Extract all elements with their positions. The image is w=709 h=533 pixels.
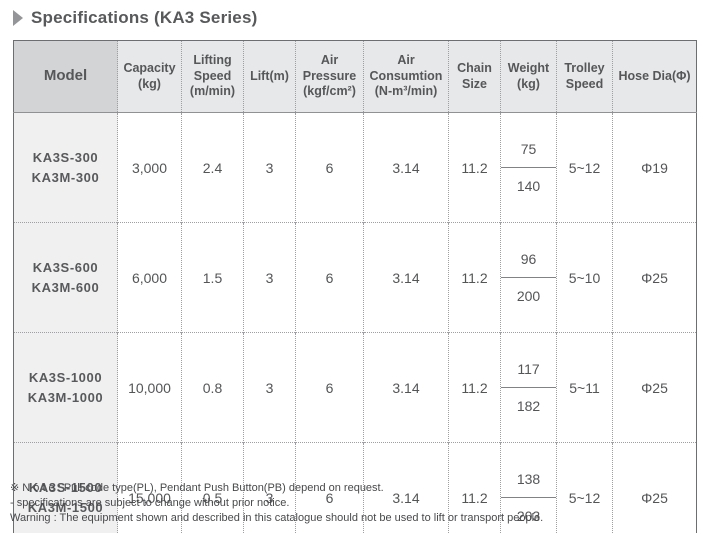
table-row: KA3S-300 KA3M-300 3,000 2.4 3 6 3.14 11.… [13, 112, 697, 223]
lift-cell: 3 [243, 112, 296, 223]
capacity-cell: 10,000 [117, 332, 182, 443]
column-header-hose-dia: Hose Dia(Φ) [612, 40, 697, 113]
chain-size-cell: 11.2 [448, 222, 501, 333]
weight-cell: 96 200 [500, 222, 557, 333]
lifting-speed-cell: 2.4 [181, 112, 244, 223]
air-pressure-cell: 6 [295, 112, 364, 223]
chain-size-cell: 11.2 [448, 442, 501, 533]
arrow-right-icon [13, 10, 23, 26]
air-pressure-cell: 6 [295, 222, 364, 333]
weight-upper-value: 138 [501, 461, 556, 498]
hose-dia-cell: Φ25 [612, 332, 697, 443]
lift-cell: 3 [243, 332, 296, 443]
model-cell: KA3S-1000 KA3M-1000 [13, 332, 118, 443]
table-row: KA3S-600 KA3M-600 6,000 1.5 3 6 3.14 11.… [13, 222, 697, 333]
lift-cell: 3 [243, 222, 296, 333]
table-header-row: Model Capacity (kg) Lifting Speed (m/min… [13, 40, 697, 113]
air-consumption-cell: 3.14 [363, 442, 449, 533]
capacity-cell: 3,000 [117, 112, 182, 223]
note-line-specs-change: - specifications are subject to change w… [10, 497, 290, 509]
column-header-air-pressure: Air Pressure (kgf/cm²) [295, 40, 364, 113]
weight-upper-value: 75 [501, 131, 556, 168]
chain-size-cell: 11.2 [448, 332, 501, 443]
trolley-speed-cell: 5~11 [556, 332, 613, 443]
trolley-speed-cell: 5~12 [556, 112, 613, 223]
capacity-cell: 15,000 [117, 442, 182, 533]
lifting-speed-cell: 0.8 [181, 332, 244, 443]
model-cell: KA3S-600 KA3M-600 [13, 222, 118, 333]
weight-lower-value: 140 [516, 178, 541, 194]
air-consumption-cell: 3.14 [363, 332, 449, 443]
table-row: KA3S-1500 KA3M-1500 15,000 0.5 3 6 3.14 … [13, 442, 697, 533]
column-header-model: Model [13, 40, 118, 113]
column-header-capacity: Capacity (kg) [117, 40, 182, 113]
weight-upper-value: 117 [501, 351, 556, 388]
weight-cell: 138 203 [500, 442, 557, 533]
table-row: KA3S-1000 KA3M-1000 10,000 0.8 3 6 3.14 … [13, 332, 697, 443]
spec-table: Model Capacity (kg) Lifting Speed (m/min… [13, 40, 697, 533]
hose-dia-cell: Φ25 [612, 442, 697, 533]
column-header-lifting-speed: Lifting Speed (m/min) [181, 40, 244, 113]
column-header-weight: Weight (kg) [500, 40, 557, 113]
section-header: Specifications (KA3 Series) [13, 8, 257, 28]
note-line-request: ※ N o t e : Pull code type(PL), Pendant … [10, 482, 384, 494]
column-header-chain-size: Chain Size [448, 40, 501, 113]
weight-lower-value: 182 [516, 398, 541, 414]
column-header-lift: Lift(m) [243, 40, 296, 113]
weight-upper-value: 96 [501, 241, 556, 278]
column-header-air-consumption: Air Consumtion (N-m³/min) [363, 40, 449, 113]
lift-cell: 3 [243, 442, 296, 533]
weight-cell: 117 182 [500, 332, 557, 443]
trolley-speed-cell: 5~12 [556, 442, 613, 533]
model-cell: KA3S-300 KA3M-300 [13, 112, 118, 223]
hose-dia-cell: Φ25 [612, 222, 697, 333]
chain-size-cell: 11.2 [448, 112, 501, 223]
lifting-speed-cell: 1.5 [181, 222, 244, 333]
air-pressure-cell: 6 [295, 442, 364, 533]
model-cell: KA3S-1500 KA3M-1500 [13, 442, 118, 533]
hose-dia-cell: Φ19 [612, 112, 697, 223]
capacity-cell: 6,000 [117, 222, 182, 333]
air-consumption-cell: 3.14 [363, 222, 449, 333]
air-consumption-cell: 3.14 [363, 112, 449, 223]
note-line-warning: Warning : The equipment shown and descri… [10, 512, 544, 524]
weight-lower-value: 203 [516, 508, 541, 524]
notes-section: ※ N o t e : Pull code type(PL), Pendant … [10, 481, 700, 526]
trolley-speed-cell: 5~10 [556, 222, 613, 333]
lifting-speed-cell: 0.5 [181, 442, 244, 533]
weight-lower-value: 200 [516, 288, 541, 304]
column-header-trolley-speed: Trolley Speed [556, 40, 613, 113]
page-title: Specifications (KA3 Series) [31, 8, 258, 27]
weight-cell: 75 140 [500, 112, 557, 223]
air-pressure-cell: 6 [295, 332, 364, 443]
